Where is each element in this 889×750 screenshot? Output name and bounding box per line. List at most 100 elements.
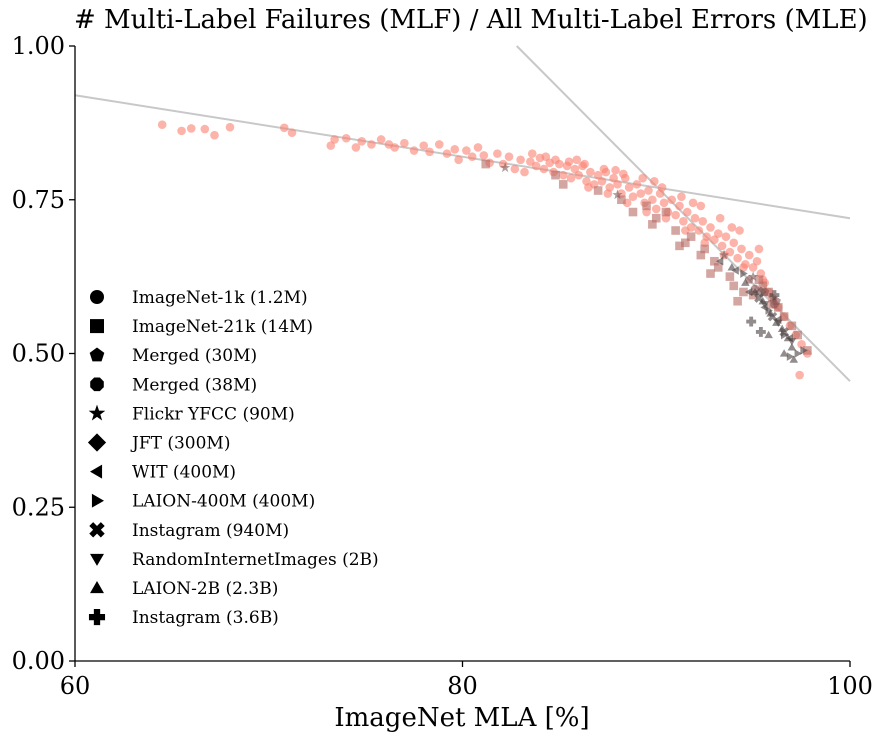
data-point xyxy=(795,370,804,380)
legend-label: ImageNet-1k (1.2M) xyxy=(132,288,308,308)
y-axis-ticks: 0.00 0.25 0.50 0.75 1.00 xyxy=(12,32,75,675)
data-point xyxy=(754,244,764,254)
data-point xyxy=(570,164,580,174)
data-point xyxy=(748,271,759,281)
data-point xyxy=(715,256,724,266)
legend-label: LAION-400M (400M) xyxy=(132,492,315,512)
data-point xyxy=(473,143,483,152)
data-point xyxy=(481,159,491,169)
data-point xyxy=(675,241,684,251)
data-point xyxy=(580,159,589,169)
data-point xyxy=(706,269,715,278)
series-1 xyxy=(157,120,812,380)
series-2 xyxy=(481,159,812,355)
data-point xyxy=(287,128,297,138)
data-points xyxy=(157,120,812,380)
data-point xyxy=(677,192,686,201)
data-point xyxy=(713,229,723,238)
data-point xyxy=(787,343,797,351)
data-point xyxy=(586,167,595,177)
data-point xyxy=(357,137,367,146)
data-point xyxy=(772,318,781,326)
data-point xyxy=(390,143,399,152)
data-point xyxy=(648,220,657,229)
data-point xyxy=(739,287,748,297)
data-point xyxy=(661,207,671,217)
legend-item: WIT (400M) xyxy=(90,463,236,483)
data-point xyxy=(755,327,766,337)
data-point xyxy=(527,149,537,158)
data-point xyxy=(597,177,607,186)
data-point xyxy=(210,130,219,140)
data-point xyxy=(727,263,737,271)
legend-marker xyxy=(89,522,105,538)
data-point xyxy=(531,161,541,171)
legend-marker xyxy=(90,319,104,334)
data-point xyxy=(200,124,210,134)
data-point xyxy=(450,145,460,154)
series-6 xyxy=(755,286,767,298)
chart-title: # Multi-Label Failures (MLF) / All Multi… xyxy=(74,5,868,35)
data-point xyxy=(721,232,731,241)
data-point xyxy=(636,189,646,198)
data-point xyxy=(551,170,560,180)
data-point xyxy=(800,346,808,355)
data-point xyxy=(624,183,634,192)
data-point xyxy=(558,180,568,189)
data-point xyxy=(764,330,773,339)
series-11 xyxy=(727,263,799,363)
data-point xyxy=(779,312,789,321)
data-point xyxy=(735,226,744,235)
data-point xyxy=(659,198,669,208)
data-point xyxy=(681,238,690,248)
data-point xyxy=(739,263,748,272)
data-point xyxy=(783,333,793,342)
data-point xyxy=(694,226,704,235)
data-point xyxy=(733,296,742,306)
data-point xyxy=(770,300,779,309)
data-point xyxy=(593,186,603,195)
data-point xyxy=(752,256,762,266)
y-tick-label: 0.75 xyxy=(12,186,65,214)
data-point xyxy=(619,169,628,179)
data-point xyxy=(675,201,684,211)
legend-item: Instagram (3.6B) xyxy=(88,608,279,628)
data-point xyxy=(748,263,758,272)
data-point xyxy=(650,177,659,186)
data-point xyxy=(612,189,623,200)
x-axis-title: ImageNet MLA [%] xyxy=(334,703,589,733)
data-point xyxy=(671,226,680,235)
data-point xyxy=(564,157,574,166)
data-point xyxy=(754,275,764,284)
data-point xyxy=(613,180,622,189)
legend-marker xyxy=(90,553,104,566)
data-point xyxy=(651,204,661,214)
data-point xyxy=(729,238,739,248)
data-point xyxy=(539,164,549,174)
data-point xyxy=(682,207,692,217)
legend-marker xyxy=(90,581,104,594)
y-tick-label: 1.00 xyxy=(12,32,65,60)
legend-item: Merged (30M) xyxy=(89,346,257,366)
data-point xyxy=(713,263,723,272)
y-tick-label: 0.00 xyxy=(12,647,65,675)
data-point xyxy=(566,173,576,183)
data-point xyxy=(599,164,609,174)
legend-label: Merged (30M) xyxy=(132,346,257,366)
legend-item: JFT (300M) xyxy=(87,433,230,454)
data-point xyxy=(744,287,753,297)
data-point xyxy=(462,146,471,155)
data-point xyxy=(644,186,653,195)
data-point xyxy=(617,195,626,205)
data-point xyxy=(777,324,787,333)
legend-item: RandomInternetImages (2B) xyxy=(90,550,379,570)
data-point xyxy=(628,207,638,217)
data-point xyxy=(700,244,709,254)
legend-label: Instagram (940M) xyxy=(132,521,289,541)
data-point xyxy=(493,149,502,158)
data-point xyxy=(186,124,196,133)
data-point xyxy=(425,147,434,157)
plot-area xyxy=(74,45,851,382)
data-point xyxy=(717,241,727,251)
legend-item: LAION-2B (2.3B) xyxy=(90,579,278,599)
